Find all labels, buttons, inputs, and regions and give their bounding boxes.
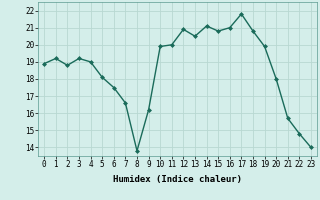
X-axis label: Humidex (Indice chaleur): Humidex (Indice chaleur) [113,175,242,184]
